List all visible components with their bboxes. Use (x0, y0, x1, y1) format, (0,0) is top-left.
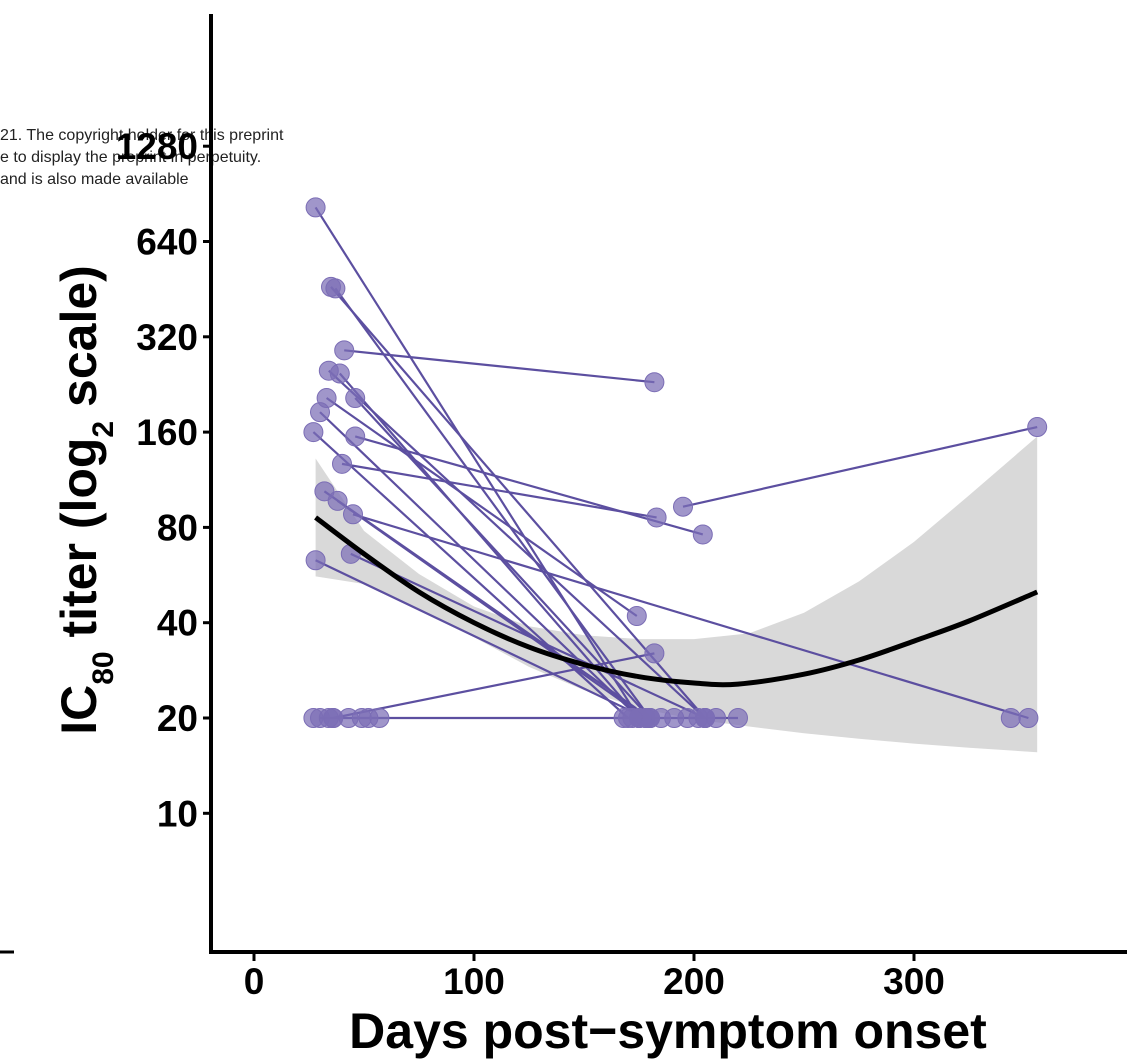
x-tick-label-100: 100 (443, 961, 505, 1002)
pair-line-20 (682, 425, 1038, 508)
data-point-39 (673, 496, 693, 517)
pair-line-15 (352, 513, 1029, 720)
data-point-23 (332, 453, 352, 474)
y-ticks: 10 20 40 80 160 320 640 1280 (116, 126, 211, 834)
pair-line-5 (328, 369, 706, 719)
data-point-16 (626, 605, 647, 626)
y-tick-label-10: 10 (157, 793, 198, 834)
y-tick-label-640: 640 (136, 222, 198, 263)
pair-line-16 (315, 559, 647, 719)
pair-line-18 (332, 652, 655, 720)
data-point-22 (692, 524, 713, 545)
y-title-middle-subscript: 2 (87, 421, 120, 438)
data-points (303, 197, 1048, 728)
confidence-band (315, 436, 1038, 753)
data-point-31 (305, 550, 326, 571)
data-point-49 (622, 708, 643, 728)
paired-sample-lines (312, 206, 1038, 720)
watermark-line-3: and is also made available (0, 171, 189, 188)
y-axis-title: IC80 titer (log2 scale) (51, 265, 120, 735)
y-tick-label-1280: 1280 (116, 126, 198, 167)
x-ticks: 0 100 200 300 (244, 952, 945, 1002)
data-point-55 (1000, 708, 1021, 728)
x-tick-label-300: 300 (883, 961, 945, 1002)
data-point-19 (303, 422, 324, 443)
data-point-17 (345, 388, 366, 409)
data-point-1 (305, 197, 326, 218)
data-point-7 (334, 340, 355, 361)
y-title-prefix-subscript: 80 (87, 651, 120, 684)
data-point-36 (644, 643, 665, 664)
y-title-middle: titer (log (51, 438, 107, 652)
data-point-27 (327, 490, 348, 511)
data-point-15 (316, 388, 337, 409)
data-point-54 (706, 708, 726, 728)
watermark-line-2: e to display the preprint in perpetuity. (0, 149, 261, 166)
data-point-21 (345, 426, 366, 447)
data-point-8 (644, 372, 665, 393)
data-point-29 (343, 504, 363, 525)
pair-line-12 (341, 462, 657, 519)
pair-line-3 (334, 287, 651, 719)
y-tick-label-80: 80 (157, 507, 198, 548)
data-point-30 (1018, 708, 1039, 728)
fit-curve (314, 515, 1039, 688)
pair-line-11 (354, 435, 704, 536)
axes (0, 14, 1127, 954)
data-point-38 (728, 708, 748, 728)
pair-line-1 (314, 206, 640, 719)
pair-line-4 (344, 349, 655, 384)
data-point-24 (646, 507, 667, 528)
y-title-suffix: scale) (51, 265, 107, 421)
y-tick-label-320: 320 (136, 317, 198, 358)
pair-line-17 (350, 552, 706, 719)
y-title-prefix: IC (51, 685, 107, 735)
y-tick-label-40: 40 (157, 603, 198, 644)
x-tick-label-200: 200 (663, 961, 725, 1002)
fit-curve-layer (314, 515, 1039, 688)
data-point-5 (325, 278, 346, 299)
pair-line-6 (338, 372, 640, 719)
pair-line-8 (325, 397, 638, 617)
y-tick-label-20: 20 (157, 698, 198, 739)
pair-line-14 (336, 500, 647, 719)
pair-line-2 (330, 286, 706, 719)
data-point-53 (688, 708, 709, 728)
data-point-40 (1027, 417, 1048, 438)
confidence-band-layer (315, 436, 1038, 753)
data-point-11 (329, 363, 350, 384)
x-axis-title: Days post−symptom onset (349, 1003, 987, 1059)
y-tick-label-160: 160 (136, 412, 198, 453)
x-tick-label-0: 0 (244, 961, 265, 1002)
data-point-47 (369, 708, 390, 728)
